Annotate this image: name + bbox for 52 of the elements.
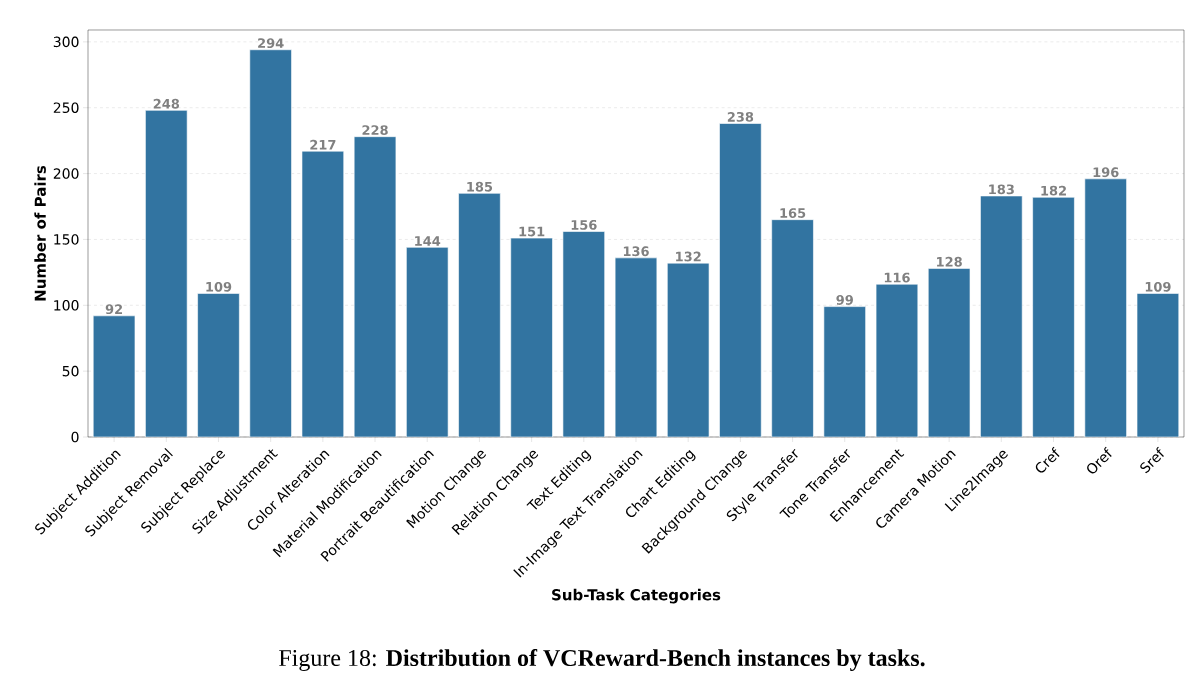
data-label: 92: [105, 304, 123, 315]
bar: [1136, 293, 1180, 437]
y-tick-label: 200: [53, 168, 79, 179]
bar: [928, 268, 971, 437]
caption: Figure 18: Distribution of VCReward-Bench instances by tasks.: [279, 648, 925, 672]
bar: [876, 284, 918, 437]
bar: [354, 136, 396, 437]
data-label: 165: [780, 208, 806, 218]
bar: [719, 123, 762, 437]
bar: [980, 195, 1023, 437]
data-label: 196: [1093, 167, 1119, 178]
data-label: 144: [415, 236, 441, 246]
data-label: 109: [206, 281, 232, 292]
bar: [667, 263, 710, 437]
bar: [771, 219, 814, 437]
bar: [249, 49, 292, 437]
y-tick-label: 0: [71, 431, 79, 443]
data-label: 151: [519, 226, 545, 237]
y-tick-label: 50: [62, 365, 79, 377]
bar: [1032, 197, 1075, 437]
data-label: 132: [676, 251, 701, 262]
data-label: 109: [1145, 281, 1171, 292]
bar: [301, 151, 344, 437]
data-label: 238: [727, 111, 754, 122]
bar: [197, 293, 240, 437]
bar: [562, 231, 605, 437]
y-tick-label: 250: [53, 102, 79, 113]
x-axis-title: Sub-Task Categories: [552, 588, 721, 604]
data-label: 217: [310, 139, 336, 150]
data-label: 248: [153, 98, 180, 109]
bar: [1084, 178, 1127, 437]
data-label: 228: [362, 125, 388, 135]
bar: [406, 247, 449, 437]
bar: [510, 238, 553, 437]
bar: [458, 193, 501, 437]
data-label: 99: [836, 295, 853, 305]
y-tick-label: 100: [54, 299, 79, 311]
y-axis-title: Number of Pairs: [34, 165, 46, 301]
bar: [93, 315, 135, 437]
data-label: 183: [989, 184, 1014, 195]
y-tick-label: 300: [53, 36, 79, 48]
data-label: 116: [884, 272, 910, 283]
data-label: 136: [623, 246, 649, 257]
data-label: 128: [937, 256, 962, 267]
data-label: 185: [467, 181, 493, 192]
data-label: 182: [1041, 185, 1066, 196]
data-label: 294: [258, 38, 284, 49]
data-label: 156: [571, 220, 597, 230]
bar: [823, 306, 866, 437]
bar: [615, 257, 657, 437]
bar: [145, 110, 188, 437]
y-tick-label: 150: [54, 234, 79, 245]
